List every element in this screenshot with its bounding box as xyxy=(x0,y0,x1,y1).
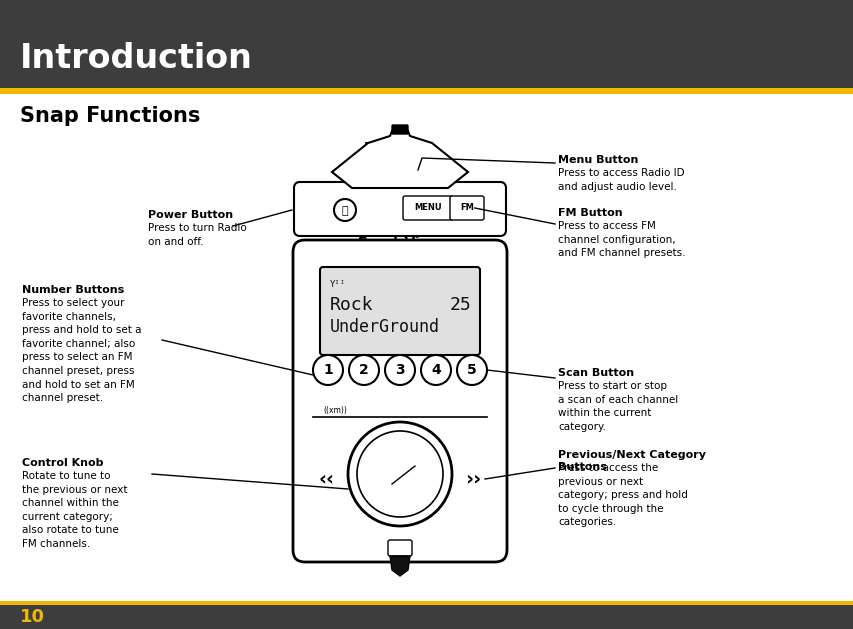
Text: 4: 4 xyxy=(431,363,440,377)
FancyBboxPatch shape xyxy=(392,125,408,134)
Bar xyxy=(0,88,853,94)
Circle shape xyxy=(313,355,343,385)
Circle shape xyxy=(385,355,415,385)
Text: ‹‹: ‹‹ xyxy=(319,469,334,489)
Text: ⏻: ⏻ xyxy=(341,206,348,216)
Circle shape xyxy=(357,431,443,517)
Text: Press to start or stop
a scan of each channel
within the current
category.: Press to start or stop a scan of each ch… xyxy=(557,381,677,431)
Text: Press to turn Radio
on and off.: Press to turn Radio on and off. xyxy=(148,223,247,247)
Text: ››: ›› xyxy=(464,469,480,489)
Text: 3: 3 xyxy=(395,363,404,377)
Text: ((xm)): ((xm)) xyxy=(322,406,346,415)
Text: Introduction: Introduction xyxy=(20,42,252,75)
FancyBboxPatch shape xyxy=(293,240,507,562)
FancyBboxPatch shape xyxy=(320,267,479,355)
Bar xyxy=(0,0,853,88)
Text: Power Button: Power Button xyxy=(148,210,233,220)
FancyBboxPatch shape xyxy=(387,540,411,556)
Text: Number Buttons: Number Buttons xyxy=(22,285,124,295)
Circle shape xyxy=(421,355,450,385)
Text: 25: 25 xyxy=(449,296,471,314)
Text: Scan Button: Scan Button xyxy=(557,368,634,378)
Text: Control Knob: Control Knob xyxy=(22,458,103,468)
Text: MENU: MENU xyxy=(414,204,441,213)
Text: Yᴵᴵ: Yᴵᴵ xyxy=(329,280,345,289)
Text: Press to select your
favorite channels,
press and hold to set a
favorite channel: Press to select your favorite channels, … xyxy=(22,298,142,403)
Circle shape xyxy=(456,355,486,385)
Bar xyxy=(0,601,853,605)
Text: 10: 10 xyxy=(20,608,45,626)
Text: 5: 5 xyxy=(467,363,476,377)
Text: FM Button: FM Button xyxy=(557,208,622,218)
Text: Rock: Rock xyxy=(329,296,373,314)
Text: Top View: Top View xyxy=(365,141,434,155)
FancyBboxPatch shape xyxy=(293,182,506,236)
Text: Menu Button: Menu Button xyxy=(557,155,638,165)
Bar xyxy=(0,601,853,629)
Text: Front View: Front View xyxy=(357,236,442,250)
Text: Press to access Radio ID
and adjust audio level.: Press to access Radio ID and adjust audi… xyxy=(557,168,684,192)
Text: 1: 1 xyxy=(322,363,333,377)
FancyBboxPatch shape xyxy=(450,196,484,220)
Circle shape xyxy=(349,355,379,385)
Text: Previous/Next Category
Buttons: Previous/Next Category Buttons xyxy=(557,450,705,472)
Text: Press to access the
previous or next
category; press and hold
to cycle through t: Press to access the previous or next cat… xyxy=(557,463,687,527)
Text: Press to access FM
channel configuration,
and FM channel presets.: Press to access FM channel configuration… xyxy=(557,221,685,258)
FancyBboxPatch shape xyxy=(403,196,452,220)
Polygon shape xyxy=(332,131,467,188)
Text: UnderGround: UnderGround xyxy=(329,318,439,336)
Circle shape xyxy=(347,422,451,526)
Text: 2: 2 xyxy=(359,363,368,377)
Polygon shape xyxy=(390,556,409,576)
Text: Rotate to tune to
the previous or next
channel within the
current category;
also: Rotate to tune to the previous or next c… xyxy=(22,471,127,549)
Text: Snap Functions: Snap Functions xyxy=(20,106,200,126)
Circle shape xyxy=(334,199,356,221)
Text: FM: FM xyxy=(460,204,473,213)
